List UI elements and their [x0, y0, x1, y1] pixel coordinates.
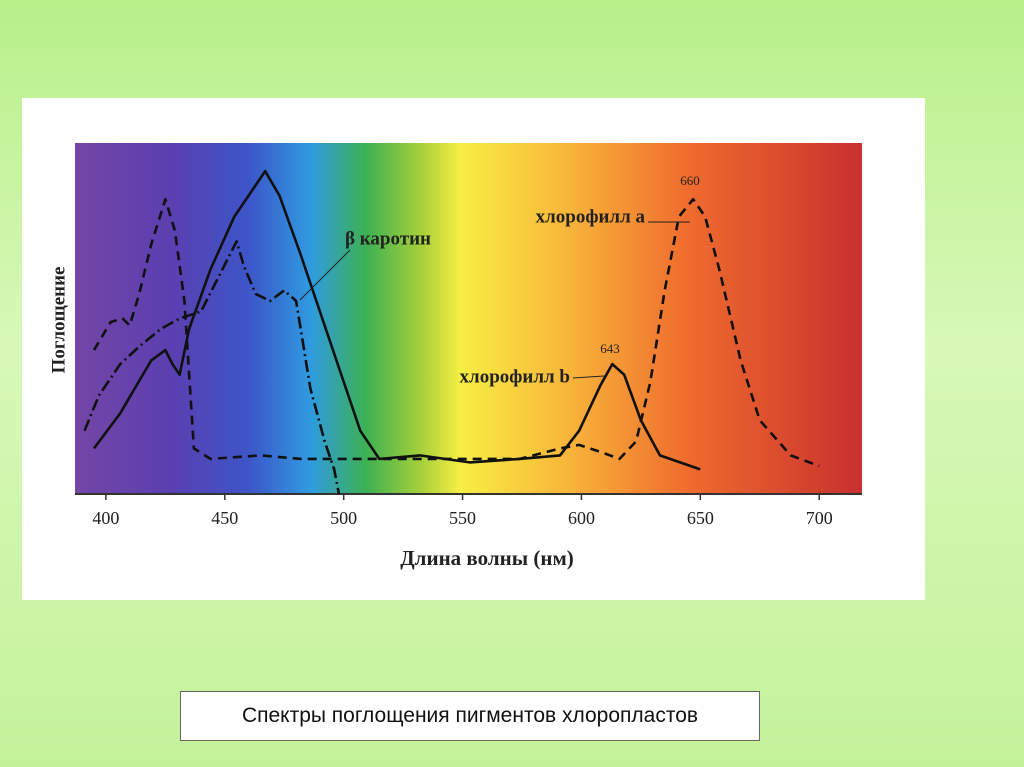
- series-line: [92, 169, 701, 471]
- peak-annotation: 643: [600, 341, 620, 356]
- x-tick-label: 600: [568, 508, 595, 528]
- spectrum-background: [75, 143, 862, 494]
- x-tick-label: 400: [92, 508, 119, 528]
- x-tick-label: 650: [687, 508, 714, 528]
- x-tick-label: 700: [806, 508, 833, 528]
- x-tick-label: 450: [211, 508, 238, 528]
- caption: Спектры поглощения пигментов хлоропласто…: [180, 691, 760, 741]
- x-axis-title: Длина волны (нм): [400, 546, 574, 570]
- peak-annotation: 660: [680, 173, 700, 188]
- x-tick-label: 500: [330, 508, 357, 528]
- series-line: [92, 197, 820, 468]
- series-label: хлорофилл a: [536, 206, 646, 227]
- y-axis-title: Поглощение: [48, 267, 69, 374]
- series-label: β каротин: [345, 228, 431, 249]
- series-label: хлорофилл b: [460, 366, 570, 387]
- series-line: [83, 240, 341, 495]
- x-tick-label: 550: [449, 508, 476, 528]
- leader-line: [299, 249, 351, 301]
- leader-line: [572, 375, 605, 379]
